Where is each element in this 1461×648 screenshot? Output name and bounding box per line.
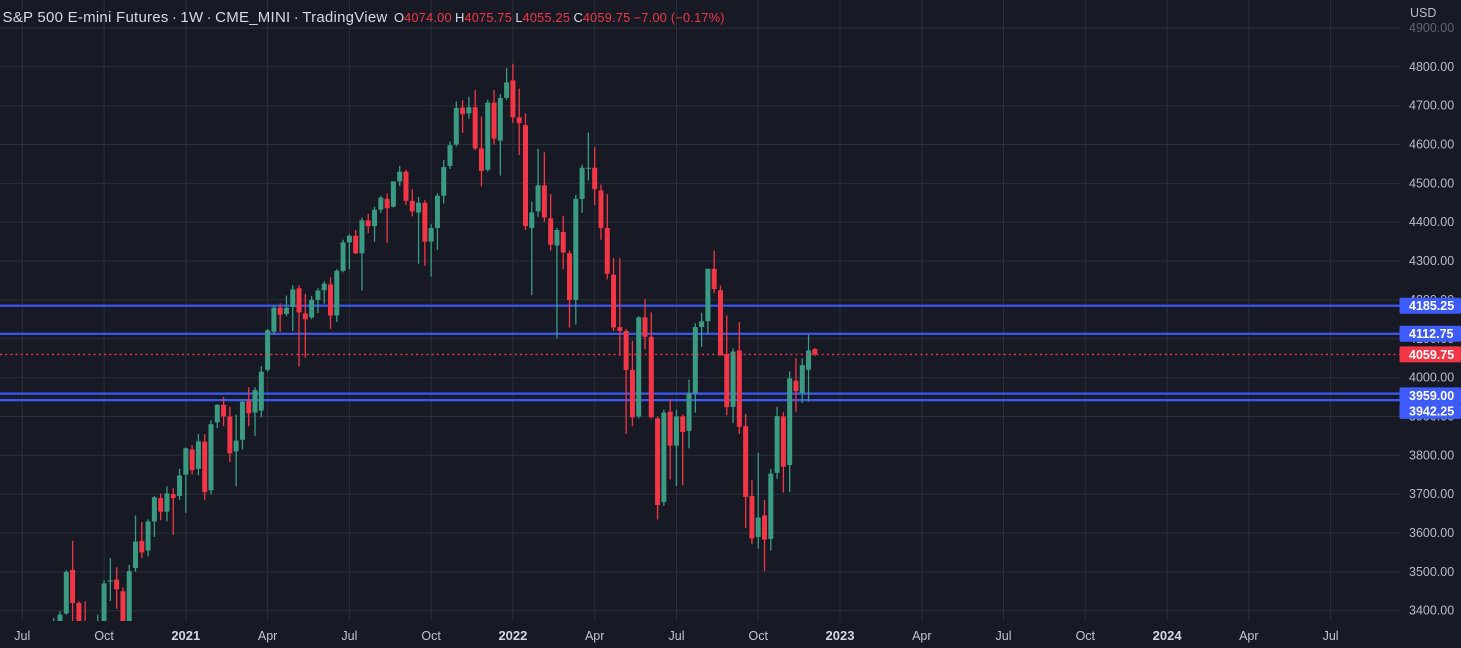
svg-text:2023: 2023 xyxy=(826,628,855,643)
svg-text:Apr: Apr xyxy=(912,629,931,643)
svg-text:Oct: Oct xyxy=(421,629,441,643)
svg-text:4300.00: 4300.00 xyxy=(1409,254,1454,268)
svg-text:S&P 500 E-mini Futures · 1W ·: S&P 500 E-mini Futures · 1W · CME_MINI ·… xyxy=(3,9,725,26)
svg-text:Jul: Jul xyxy=(14,629,30,643)
svg-text:Oct: Oct xyxy=(748,629,768,643)
svg-text:Oct: Oct xyxy=(94,629,114,643)
svg-text:Jul: Jul xyxy=(341,629,357,643)
svg-text:3600.00: 3600.00 xyxy=(1409,526,1454,540)
svg-text:3942.25: 3942.25 xyxy=(1409,404,1454,418)
svg-text:4800.00: 4800.00 xyxy=(1409,60,1454,74)
svg-text:4500.00: 4500.00 xyxy=(1409,176,1454,190)
svg-text:Oct: Oct xyxy=(1076,629,1096,643)
svg-text:4600.00: 4600.00 xyxy=(1409,138,1454,152)
svg-text:4900.00: 4900.00 xyxy=(1409,21,1454,35)
svg-text:4400.00: 4400.00 xyxy=(1409,215,1454,229)
svg-text:3400.00: 3400.00 xyxy=(1409,604,1454,618)
svg-text:4000.00: 4000.00 xyxy=(1409,371,1454,385)
svg-text:4112.75: 4112.75 xyxy=(1409,327,1454,341)
svg-text:Jul: Jul xyxy=(669,629,685,643)
svg-text:2021: 2021 xyxy=(171,628,200,643)
svg-text:Jul: Jul xyxy=(1323,629,1339,643)
svg-text:Apr: Apr xyxy=(585,629,604,643)
svg-text:Jul: Jul xyxy=(996,629,1012,643)
svg-text:3500.00: 3500.00 xyxy=(1409,565,1454,579)
svg-text:4700.00: 4700.00 xyxy=(1409,99,1454,113)
svg-text:4059.75: 4059.75 xyxy=(1409,348,1454,362)
svg-text:3959.00: 3959.00 xyxy=(1409,389,1454,403)
svg-text:4185.25: 4185.25 xyxy=(1409,299,1454,313)
svg-text:Apr: Apr xyxy=(258,629,277,643)
svg-text:3800.00: 3800.00 xyxy=(1409,448,1454,462)
svg-text:2022: 2022 xyxy=(498,628,527,643)
svg-text:3700.00: 3700.00 xyxy=(1409,487,1454,501)
svg-text:USD: USD xyxy=(1410,6,1436,20)
svg-text:2024: 2024 xyxy=(1153,628,1183,643)
svg-text:Apr: Apr xyxy=(1239,629,1258,643)
